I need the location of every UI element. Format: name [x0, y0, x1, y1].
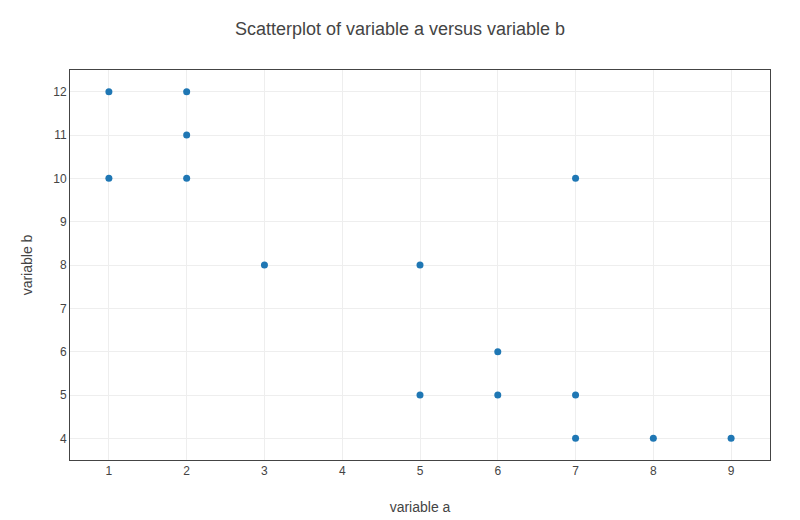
svg-text:5: 5	[60, 388, 67, 402]
svg-text:9: 9	[60, 215, 67, 229]
svg-text:5: 5	[417, 464, 424, 478]
svg-text:6: 6	[60, 345, 67, 359]
svg-text:6: 6	[494, 464, 501, 478]
svg-text:2: 2	[183, 464, 190, 478]
svg-text:7: 7	[572, 464, 579, 478]
svg-text:Scatterplot of variable a vers: Scatterplot of variable a versus variabl…	[235, 19, 565, 39]
svg-text:8: 8	[60, 258, 67, 272]
svg-text:10: 10	[53, 172, 67, 186]
svg-text:7: 7	[60, 302, 67, 316]
svg-text:4: 4	[339, 464, 346, 478]
svg-text:8: 8	[650, 464, 657, 478]
svg-text:1: 1	[106, 464, 113, 478]
svg-text:variable b: variable b	[19, 234, 35, 295]
svg-text:4: 4	[60, 432, 67, 446]
svg-text:11: 11	[54, 128, 67, 142]
svg-text:variable a: variable a	[390, 499, 451, 515]
svg-text:12: 12	[53, 85, 67, 99]
svg-text:3: 3	[261, 464, 268, 478]
svg-text:9: 9	[728, 464, 735, 478]
